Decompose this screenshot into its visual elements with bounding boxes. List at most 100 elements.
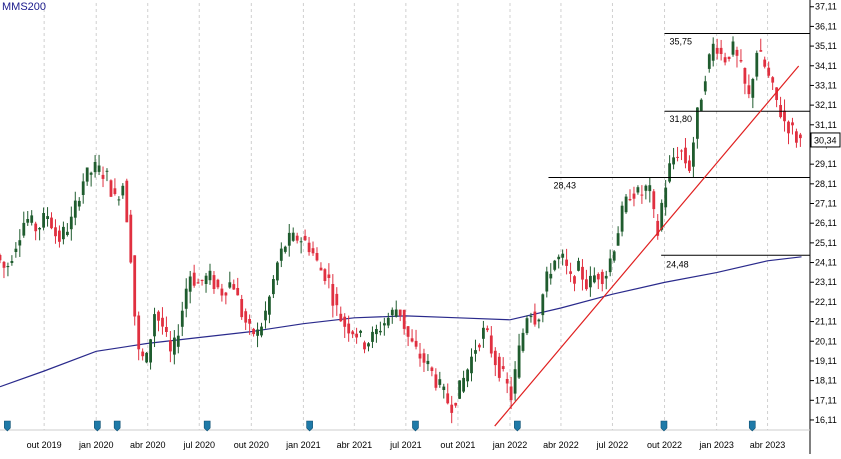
candle-body [173,337,176,355]
x-tick-label: out 2020 [234,440,269,450]
candle-body [62,226,65,240]
candle-body [731,41,735,55]
level-label: 35,75 [670,37,693,47]
candle-body [648,185,652,192]
candle-body [743,68,747,84]
y-tick-label: 22,11 [815,297,837,307]
candle-body [636,187,640,193]
candle-body [454,402,458,406]
candle-body [22,222,26,236]
candle-body [145,352,148,363]
candle-body [474,350,477,354]
candle-body [216,279,220,288]
candle-body [141,351,145,357]
y-tick-label: 28,11 [815,179,837,189]
candle-body [600,271,604,284]
y-tick-label: 37,11 [815,2,837,12]
candle-body [640,194,644,196]
y-tick-label: 19,11 [815,356,837,366]
candle-body [787,121,790,134]
y-tick-label: 18,11 [815,376,837,386]
candle-body [398,309,402,316]
candle-body [620,205,624,232]
candle-body [549,273,553,279]
candle-body [260,326,263,336]
candle-body [466,369,469,382]
last-price-label: 30,34 [814,135,837,145]
y-tick-label: 33,11 [815,80,837,90]
candle-body [593,275,596,283]
event-markers [4,420,756,432]
candle-body [410,338,414,342]
candle-body [295,235,299,241]
candle-body [38,228,41,230]
candle-body [58,230,61,242]
y-tick-label: 35,11 [815,41,837,51]
candle-body [184,288,188,309]
x-tick-label: out 2019 [27,440,62,450]
candle-body [589,275,592,288]
candle-body [10,261,14,263]
y-tick-label: 17,11 [815,395,837,405]
y-tick-label: 27,11 [815,199,837,209]
candle-body [137,315,141,350]
candle-body [236,288,240,296]
candle-body [188,276,192,292]
candle-body [268,296,271,315]
candle-body [497,356,501,378]
candle-body [252,328,255,335]
event-marker-icon [4,420,11,432]
candle-body [220,288,224,296]
candle-body [763,59,767,67]
candle-body [192,272,196,286]
candle-body [46,216,49,219]
candle-body [355,333,358,338]
candle-body [501,366,505,369]
candle-body [596,274,600,280]
candle-body [672,157,675,165]
x-tick-label: jan 2020 [78,440,114,450]
x-tick-label: jul 2022 [596,440,629,450]
candle-body [6,266,10,268]
candle-body [608,258,612,273]
candle-body [323,269,327,281]
candle-body [149,339,152,363]
x-tick-label: out 2022 [647,440,682,450]
candle-body [478,344,481,348]
candle-body [529,316,533,318]
x-tick-label: jul 2020 [182,440,215,450]
candle-body [680,150,683,152]
candle-body [331,284,335,306]
candle-body [739,60,743,62]
candle-body [42,213,45,228]
candle-body [561,253,565,258]
candle-body [632,193,636,199]
legend-label-mms200: MMS200 [2,1,47,13]
candle-body [692,142,695,167]
candle-body [97,165,101,172]
candle-body [612,251,616,261]
candle-body [751,79,755,98]
y-tick-label: 34,11 [815,61,837,71]
event-marker-icon [203,420,211,432]
date-axis: out 2019 jan 2020 abr 2020 jul 2020 out 2020… [27,440,786,450]
candle-body [54,227,57,237]
candle-body [414,340,418,347]
candle-body [161,317,164,327]
y-tick-label: 16,11 [815,415,837,425]
candle-body [121,185,125,196]
level-label: 24,48 [666,259,689,269]
candle-body [656,220,660,236]
candle-body [577,260,580,271]
candle-body [505,379,509,384]
candle-body [244,311,248,323]
event-marker-icon [748,420,756,432]
candle-body [303,235,307,241]
y-tick-label: 36,11 [815,21,837,31]
candle-body [703,81,707,92]
candle-body [363,342,366,350]
candle-body [616,233,620,246]
x-tick-label: abr 2021 [337,440,373,450]
